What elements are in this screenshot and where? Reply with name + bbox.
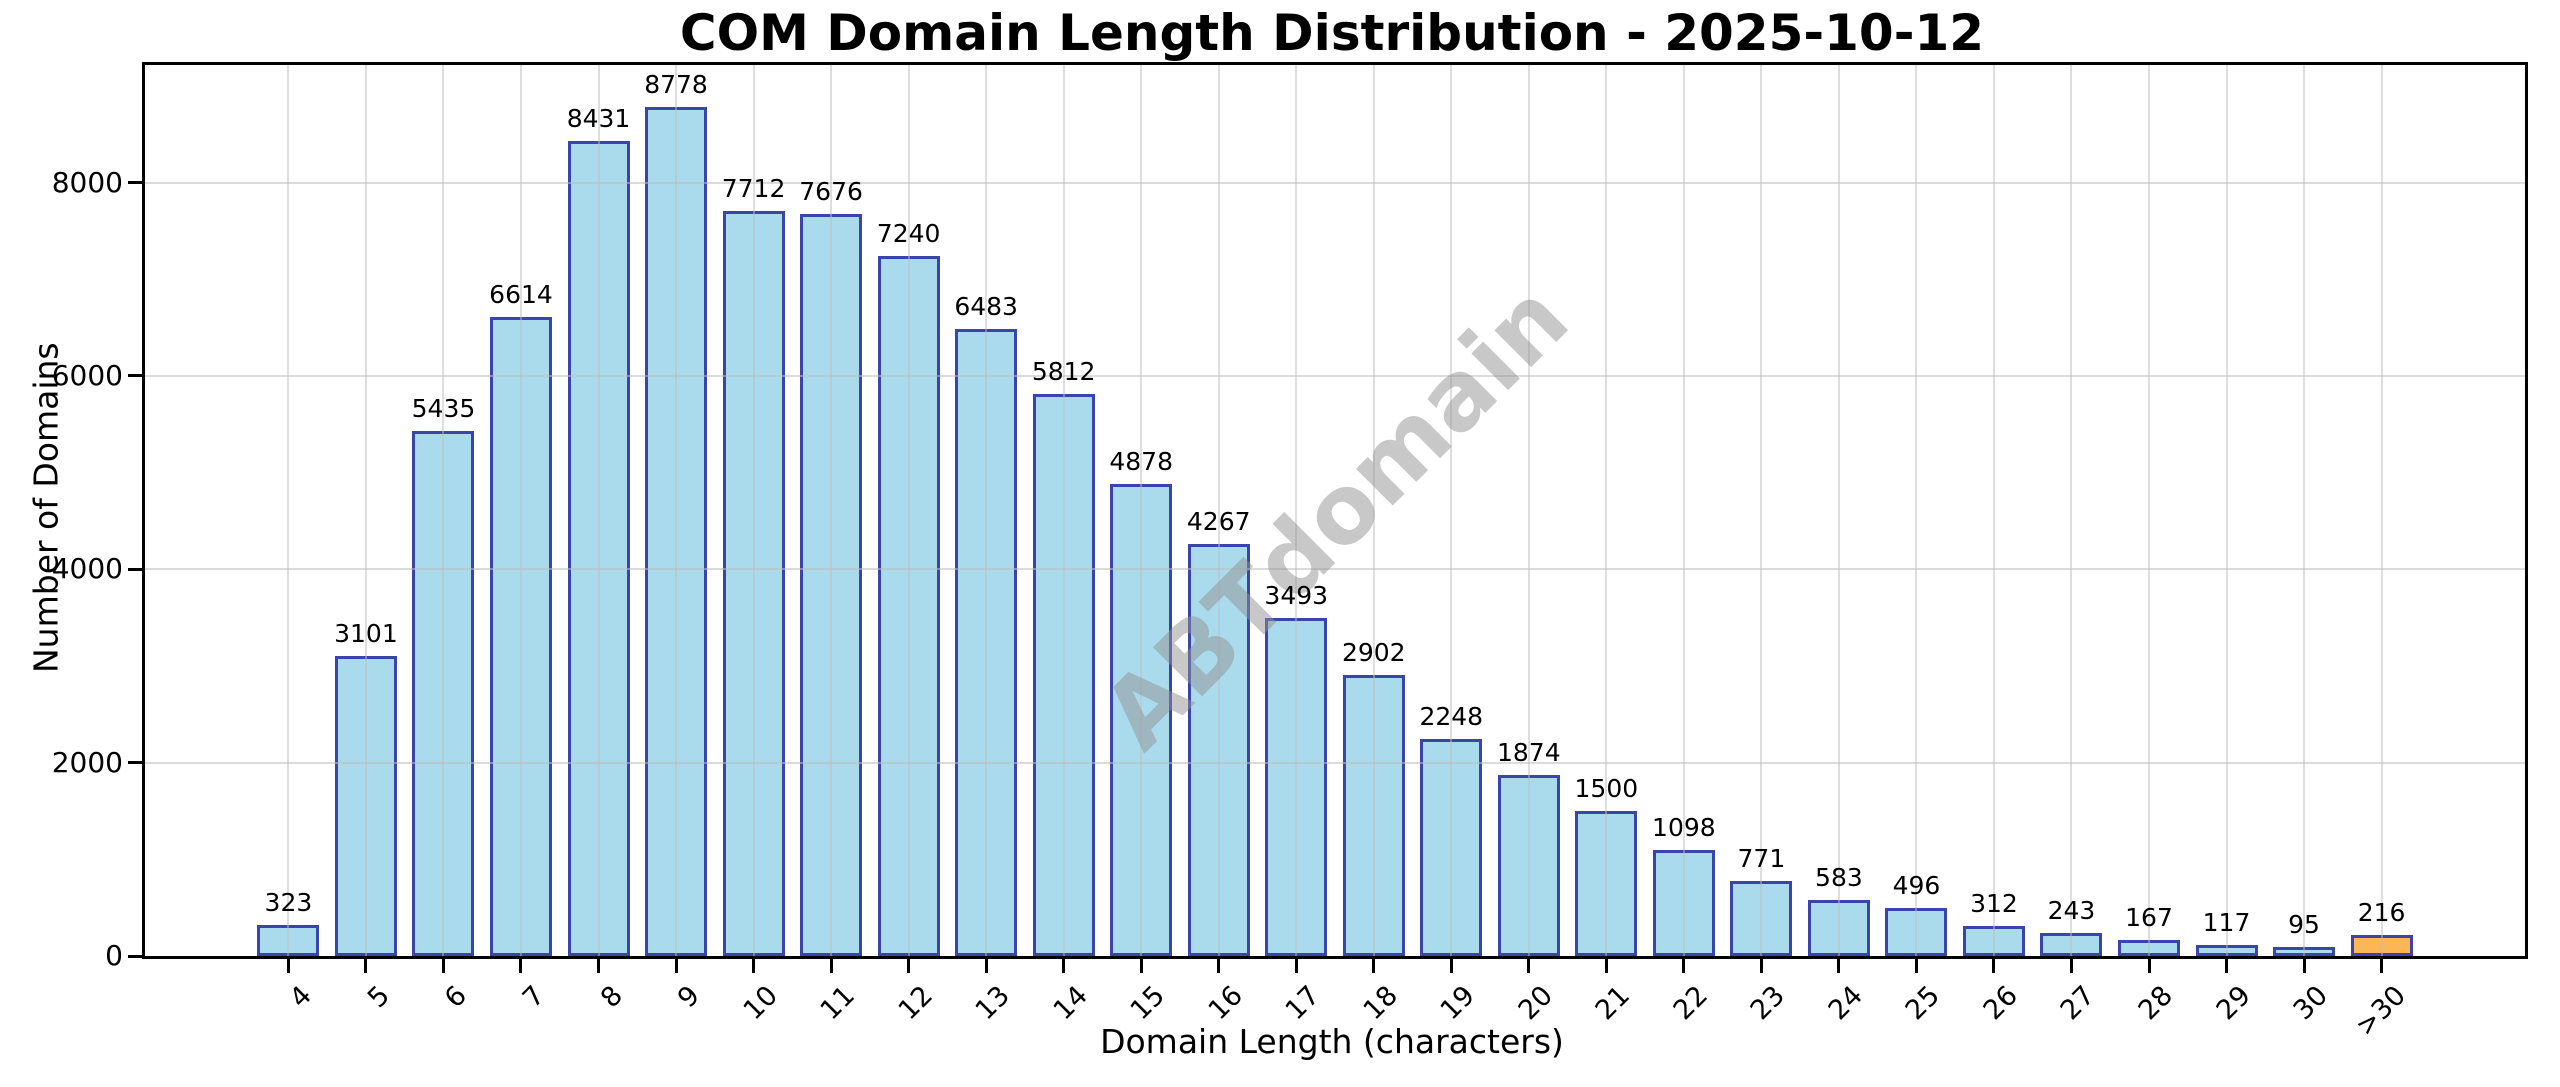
bar-value-label: 1500 xyxy=(1574,774,1639,803)
x-tick-mark xyxy=(752,959,756,973)
bar xyxy=(1110,484,1173,956)
y-tick-label: 2000 xyxy=(51,745,123,779)
y-gridline xyxy=(145,181,2525,184)
x-tick-mark xyxy=(1372,959,1376,973)
bar xyxy=(257,924,320,956)
y-tick-label: 8000 xyxy=(51,165,123,199)
x-tick-mark xyxy=(1527,959,1531,973)
x-gridline xyxy=(2225,65,2228,956)
x-tick-mark xyxy=(1604,959,1608,973)
bar xyxy=(2040,932,2103,956)
x-tick-mark xyxy=(984,959,988,973)
y-tick-label: 4000 xyxy=(51,552,123,586)
x-tick-mark xyxy=(2225,959,2229,973)
x-tick-mark xyxy=(907,959,911,973)
bar xyxy=(877,256,940,956)
x-tick-mark xyxy=(597,959,601,973)
bar xyxy=(1032,394,1095,956)
bar-value-label: 4878 xyxy=(1109,447,1173,477)
x-tick-mark xyxy=(1062,959,1066,973)
x-tick-mark xyxy=(519,959,523,973)
bar xyxy=(800,213,863,956)
x-gridline xyxy=(2303,65,2306,956)
bar xyxy=(1420,738,1483,956)
x-tick-mark xyxy=(1992,959,1996,973)
bar-value-label: 8431 xyxy=(566,103,631,133)
x-gridline xyxy=(1760,65,1763,956)
x-tick-mark xyxy=(1294,959,1298,973)
x-tick-mark xyxy=(2069,959,2073,973)
x-tick-mark xyxy=(829,959,833,973)
bar xyxy=(1265,618,1328,956)
x-tick-mark xyxy=(2380,959,2384,973)
plot-area: 0 2000 4000 6000 8000 323 4 3101 5 5435 6 6614 7 8431… xyxy=(52,62,2528,1042)
x-tick-mark xyxy=(1914,959,1918,973)
x-gridline xyxy=(1837,65,1840,956)
bar-value-label: 3493 xyxy=(1264,581,1329,611)
x-gridline xyxy=(287,65,290,956)
x-tick-mark xyxy=(1837,959,1841,973)
x-gridline xyxy=(2070,65,2073,956)
x-tick-mark xyxy=(1682,959,1686,973)
bar xyxy=(412,430,475,956)
x-tick-mark xyxy=(2147,959,2151,973)
x-tick-mark xyxy=(1139,959,1143,973)
bar xyxy=(567,140,630,956)
bar-value-label: 5435 xyxy=(411,393,476,423)
x-tick-mark xyxy=(441,959,445,973)
bar-value-label: 6483 xyxy=(954,292,1018,322)
bar xyxy=(2273,946,2336,956)
y-tick-label: 0 xyxy=(105,939,123,972)
y-tick-mark xyxy=(128,761,142,765)
x-tick-mark xyxy=(1217,959,1221,973)
bar xyxy=(1807,899,1870,956)
bar xyxy=(645,107,708,956)
y-tick-label: 6000 xyxy=(51,358,123,392)
x-tick-mark xyxy=(1449,959,1453,973)
bar-value-label: 7676 xyxy=(799,176,863,206)
bar-value-label: 2248 xyxy=(1419,701,1484,731)
x-tick-mark xyxy=(364,959,368,973)
bar-value-label: 6614 xyxy=(489,279,553,309)
x-gridline xyxy=(2148,65,2150,956)
y-tick-mark xyxy=(128,374,142,378)
x-tick-mark xyxy=(286,959,290,973)
y-tick-mark xyxy=(128,181,142,185)
chart-title: COM Domain Length Distribution - 2025-10… xyxy=(679,4,1985,62)
bar-value-label: 4267 xyxy=(1186,506,1251,536)
x-gridline xyxy=(1915,65,1918,956)
bar xyxy=(1730,881,1793,956)
bar-value-label: 1098 xyxy=(1652,812,1716,842)
bar-value-label: 8778 xyxy=(644,70,708,100)
x-tick-mark xyxy=(1759,959,1763,973)
bar-value-label: 323 xyxy=(264,887,313,917)
x-axis-label: Domain Length (characters) xyxy=(1100,1022,1564,1061)
x-tick-mark xyxy=(674,959,678,973)
x-gridline xyxy=(2380,65,2383,956)
x-tick-mark xyxy=(2302,959,2306,973)
y-tick-mark xyxy=(128,954,142,958)
bar xyxy=(2117,939,2180,956)
bar xyxy=(955,329,1018,956)
bar-value-label: 7240 xyxy=(876,219,941,249)
bar-value-label: 1874 xyxy=(1496,737,1561,767)
bar-value-label: 216 xyxy=(2357,898,2406,928)
bar xyxy=(1962,925,2025,956)
bar-value-label: 2902 xyxy=(1341,638,1406,668)
bar-value-label: 5812 xyxy=(1031,357,1096,387)
x-gridline xyxy=(1992,65,1995,956)
bar xyxy=(722,210,785,956)
y-tick-mark xyxy=(128,567,142,571)
bar-value-label: 3101 xyxy=(334,619,398,649)
bar xyxy=(2195,944,2258,956)
